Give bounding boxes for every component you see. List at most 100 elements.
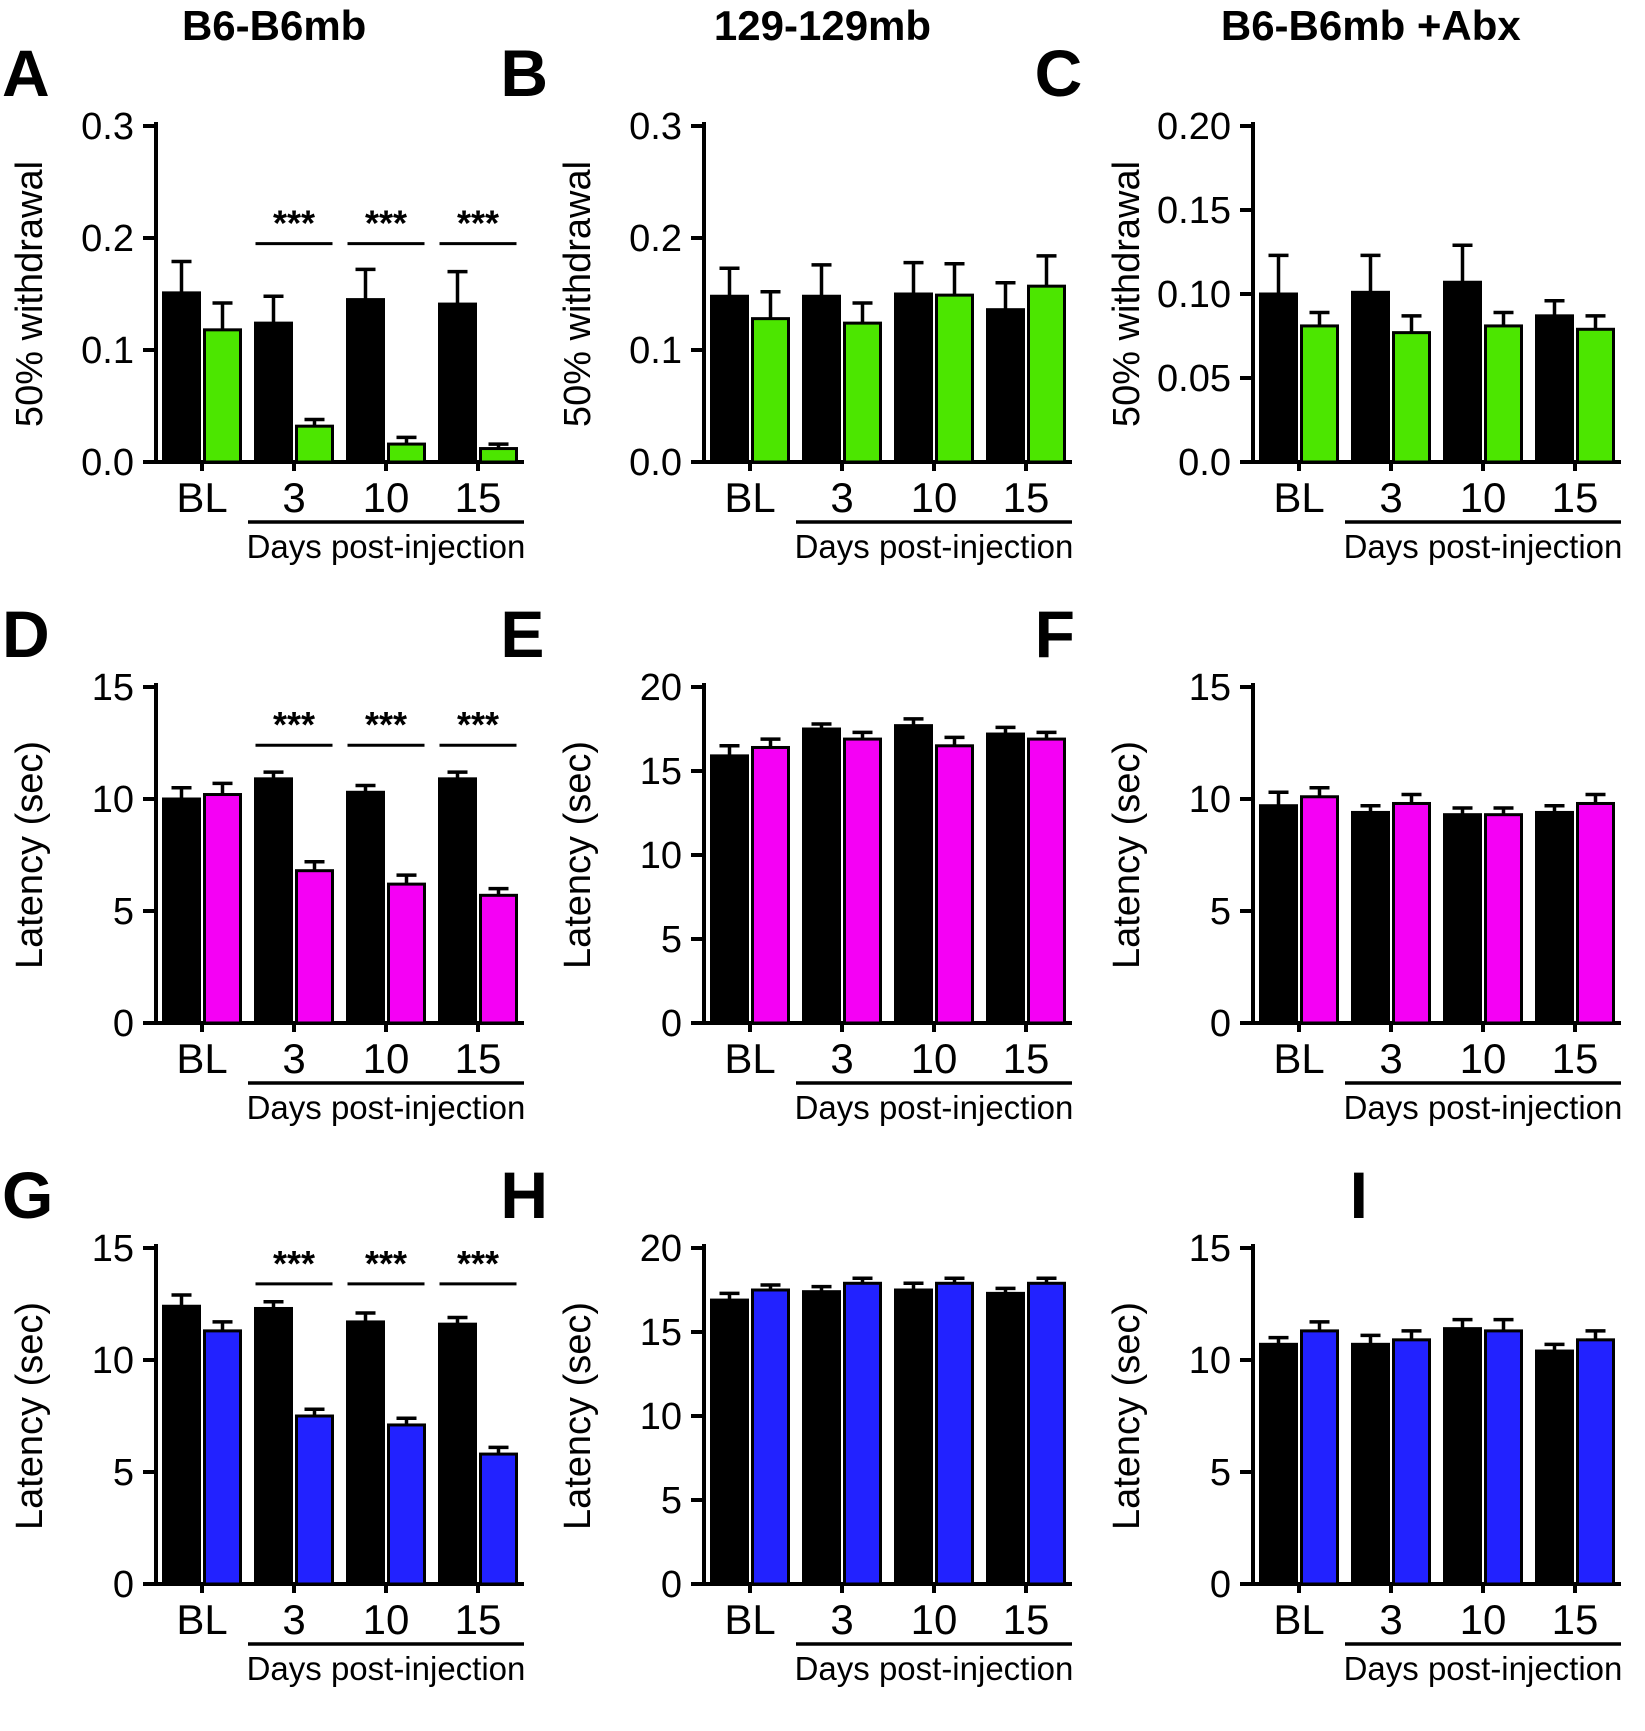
panel-H-label: H (500, 1158, 548, 1232)
panel-F-bar-chart: 0 5 10 15 Latency (sec) BL 3 10 15 Days post-inje… (1097, 621, 1645, 1166)
svg-text:Days post-injection: Days post-injection (795, 1089, 1074, 1126)
panel-I-bar-chart: 0 5 10 15 Latency (sec) BL 3 10 15 Days post-inje… (1097, 1182, 1645, 1727)
svg-text:15: 15 (92, 1228, 134, 1270)
svg-text:10: 10 (1188, 779, 1230, 821)
svg-text:3: 3 (1379, 1035, 1402, 1082)
svg-text:0.10: 0.10 (1157, 274, 1231, 316)
svg-text:10: 10 (92, 779, 134, 821)
svg-text:BL: BL (725, 1596, 776, 1643)
panel-I-label: I (1349, 1158, 1368, 1232)
svg-text:0: 0 (113, 1003, 134, 1045)
svg-text:0.3: 0.3 (81, 106, 134, 148)
panel-B: B 0.0 0.1 0.2 0.3 50% withdrawal BL 3 10 15 Days … (500, 40, 1096, 609)
svg-text:0.2: 0.2 (630, 218, 683, 260)
svg-text:***: *** (273, 203, 315, 244)
svg-text:3: 3 (282, 474, 305, 521)
panel-grid: A 0.0 0.1 0.2 0.3 50% withdrawal BL 3 10 15 *** **… (0, 40, 1645, 1731)
svg-text:***: *** (457, 203, 499, 244)
panel-F: F 0 5 10 15 Latency (sec) BL 3 10 15 Days post-in… (1035, 601, 1645, 1170)
svg-text:0.20: 0.20 (1157, 106, 1231, 148)
panel-E-label: E (500, 597, 545, 671)
svg-text:3: 3 (831, 1035, 854, 1082)
svg-text:BL: BL (725, 1035, 776, 1082)
svg-text:BL: BL (1273, 1596, 1324, 1643)
panel-B-label: B (500, 36, 548, 110)
svg-text:3: 3 (282, 1035, 305, 1082)
svg-text:BL: BL (1273, 474, 1324, 521)
svg-text:0.0: 0.0 (1178, 442, 1231, 484)
svg-text:5: 5 (1210, 891, 1231, 933)
svg-text:Days post-injection: Days post-injection (247, 528, 526, 565)
svg-text:5: 5 (1210, 1452, 1231, 1494)
svg-text:***: *** (273, 1243, 315, 1284)
svg-text:15: 15 (1188, 1228, 1230, 1270)
svg-text:50% withdrawal: 50% withdrawal (557, 161, 599, 427)
svg-text:0: 0 (1210, 1003, 1231, 1045)
panel-G-label: G (2, 1158, 54, 1232)
svg-text:BL: BL (176, 1596, 227, 1643)
svg-text:Days post-injection: Days post-injection (247, 1650, 526, 1687)
panel-D: D 0 5 10 15 Latency (sec) BL 3 10 15 *** *** *** Day… (0, 601, 548, 1170)
panel-A-bar-chart: 0.0 0.1 0.2 0.3 50% withdrawal BL 3 10 15 *** *** *… (0, 60, 548, 605)
svg-text:3: 3 (831, 1596, 854, 1643)
svg-text:Latency (sec): Latency (sec) (557, 741, 599, 969)
svg-text:0.0: 0.0 (630, 442, 683, 484)
svg-text:0: 0 (113, 1564, 134, 1606)
svg-text:10: 10 (1459, 1035, 1506, 1082)
svg-text:50% withdrawal: 50% withdrawal (9, 161, 51, 427)
svg-text:10: 10 (911, 1035, 958, 1082)
svg-text:0: 0 (661, 1564, 682, 1606)
panel-G: G 0 5 10 15 Latency (sec) BL 3 10 15 *** *** *** Day… (0, 1162, 548, 1731)
svg-text:0.05: 0.05 (1157, 358, 1231, 400)
svg-text:0: 0 (1210, 1564, 1231, 1606)
svg-text:15: 15 (1188, 667, 1230, 709)
svg-text:10: 10 (363, 1596, 410, 1643)
panel-H-bar-chart: 0 5 10 15 20 Latency (sec) BL 3 10 15 Days post-in… (548, 1182, 1096, 1727)
svg-text:***: *** (365, 704, 407, 745)
svg-text:3: 3 (1379, 474, 1402, 521)
svg-text:10: 10 (911, 474, 958, 521)
svg-text:3: 3 (282, 1596, 305, 1643)
svg-text:Days post-injection: Days post-injection (795, 528, 1074, 565)
svg-text:10: 10 (640, 835, 682, 877)
svg-text:3: 3 (831, 474, 854, 521)
svg-text:15: 15 (455, 474, 502, 521)
column-titles: B6-B6mb 129-129mb B6-B6mb +Abx (0, 0, 1645, 49)
svg-text:***: *** (365, 203, 407, 244)
svg-text:5: 5 (661, 919, 682, 961)
svg-text:0.15: 0.15 (1157, 190, 1231, 232)
svg-text:Latency (sec): Latency (sec) (557, 1302, 599, 1530)
svg-text:15: 15 (455, 1596, 502, 1643)
column-title-b6-b6mb-abx: B6-B6mb +Abx (1220, 2, 1521, 49)
svg-text:***: *** (457, 704, 499, 745)
svg-text:15: 15 (640, 1312, 682, 1354)
svg-text:Latency (sec): Latency (sec) (1106, 741, 1148, 969)
panel-B-bar-chart: 0.0 0.1 0.2 0.3 50% withdrawal BL 3 10 15 Days po… (548, 60, 1096, 605)
svg-text:15: 15 (640, 751, 682, 793)
panel-E-bar-chart: 0 5 10 15 20 Latency (sec) BL 3 10 15 Days post-in… (548, 621, 1096, 1166)
svg-text:BL: BL (1273, 1035, 1324, 1082)
svg-text:10: 10 (363, 474, 410, 521)
panel-I: I 0 5 10 15 Latency (sec) BL 3 10 15 Days post-in… (1097, 1162, 1645, 1731)
svg-text:10: 10 (1188, 1340, 1230, 1382)
svg-text:3: 3 (1379, 1596, 1402, 1643)
column-title-129-129mb: 129-129mb (713, 2, 932, 49)
svg-text:BL: BL (176, 1035, 227, 1082)
svg-text:10: 10 (911, 1596, 958, 1643)
panel-A: A 0.0 0.1 0.2 0.3 50% withdrawal BL 3 10 15 *** **… (0, 40, 548, 609)
svg-text:0.1: 0.1 (81, 330, 134, 372)
svg-text:10: 10 (363, 1035, 410, 1082)
svg-text:10: 10 (640, 1396, 682, 1438)
panel-G-bar-chart: 0 5 10 15 Latency (sec) BL 3 10 15 *** *** *** Days … (0, 1182, 548, 1727)
panel-C-bar-chart: 0.0 0.05 0.10 0.15 0.20 50% withdrawal BL 3 10 15… (1097, 60, 1645, 605)
svg-text:50% withdrawal: 50% withdrawal (1106, 161, 1148, 427)
svg-text:***: *** (365, 1243, 407, 1284)
panel-D-label: D (2, 597, 50, 671)
svg-text:Days post-injection: Days post-injection (795, 1650, 1074, 1687)
svg-text:10: 10 (1459, 1596, 1506, 1643)
svg-text:0: 0 (661, 1003, 682, 1045)
svg-text:Latency (sec): Latency (sec) (9, 741, 51, 969)
svg-text:15: 15 (1551, 1596, 1598, 1643)
svg-text:10: 10 (92, 1340, 134, 1382)
svg-text:15: 15 (1003, 474, 1050, 521)
